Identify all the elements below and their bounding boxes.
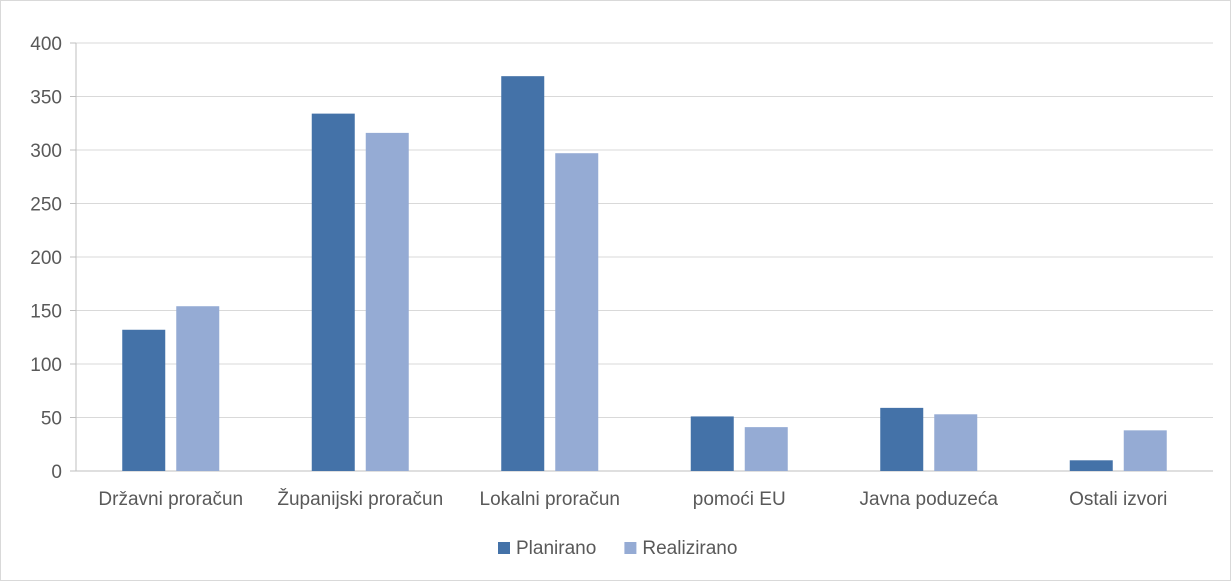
axes xyxy=(70,42,1213,472)
y-tick-label: 400 xyxy=(30,34,62,55)
x-tick-label: pomoći EU xyxy=(693,489,786,510)
bar-realizirano-3 xyxy=(555,153,599,471)
y-tick-label: 250 xyxy=(30,195,62,216)
y-tick-label: 100 xyxy=(30,355,62,376)
bar-planirano-4 xyxy=(690,416,734,471)
x-tick-label: Lokalni proračun xyxy=(480,489,620,510)
bar-planirano-5 xyxy=(880,407,924,471)
bar-realizirano-1 xyxy=(176,306,220,471)
bar-planirano-3 xyxy=(501,76,545,472)
bar-realizirano-2 xyxy=(365,132,409,471)
x-tick-label: Županijski proračun xyxy=(277,488,443,510)
legend-label-realizirano: Realizirano xyxy=(642,538,737,559)
y-tick-label: 350 xyxy=(30,88,62,109)
bar-realizirano-5 xyxy=(934,414,978,471)
legend-label-planirano: Planirano xyxy=(516,538,596,559)
y-tick-labels: 0 50 100 150 200 250 300 350 400 xyxy=(30,34,62,483)
bar-realizirano-4 xyxy=(744,427,788,471)
bars xyxy=(122,76,1167,472)
x-tick-labels: Državni proračun Županijski proračun Lokal… xyxy=(98,488,1167,510)
legend: Planirano Realizirano xyxy=(498,538,737,559)
y-tick-label: 150 xyxy=(30,302,62,323)
y-tick-label: 200 xyxy=(30,248,62,269)
gridlines xyxy=(76,42,1213,418)
y-tick-label: 300 xyxy=(30,141,62,162)
x-tick-label: Ostali izvori xyxy=(1069,489,1167,510)
legend-swatch-realizirano xyxy=(624,542,637,554)
bar-realizirano-6 xyxy=(1123,430,1167,471)
y-tick-label: 0 xyxy=(51,462,62,483)
x-tick-label: Državni proračun xyxy=(98,489,243,510)
x-tick-label: Javna poduzeća xyxy=(860,489,999,510)
y-tick-label: 50 xyxy=(41,409,62,430)
bar-planirano-1 xyxy=(122,329,166,471)
legend-swatch-planirano xyxy=(498,542,510,554)
bar-planirano-6 xyxy=(1069,460,1113,471)
bar-planirano-2 xyxy=(311,113,355,472)
